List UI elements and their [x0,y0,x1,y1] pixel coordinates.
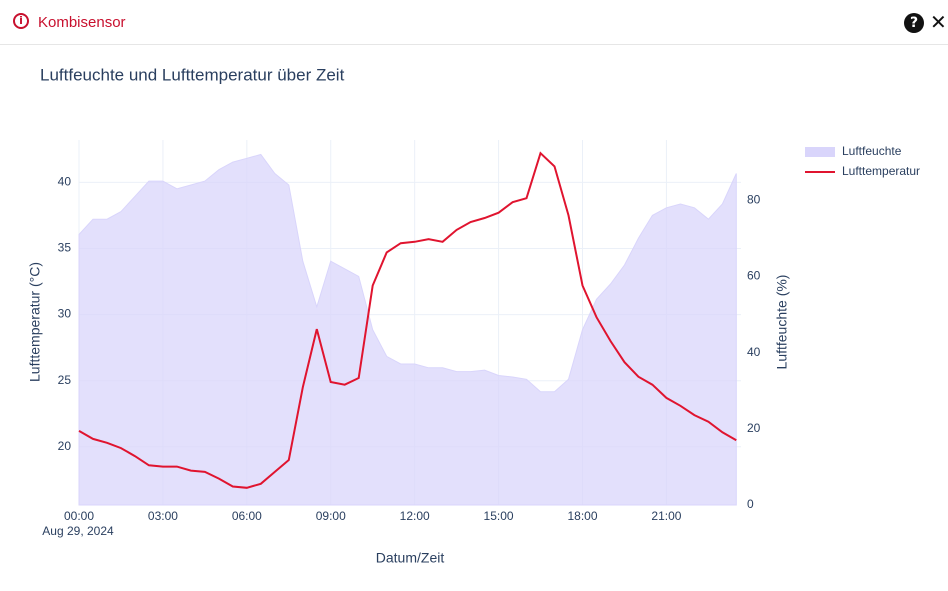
legend-swatch [805,147,835,157]
y-axis-title: Lufttemperatur (°C) [27,262,43,382]
x-tick-label: 21:00 [651,509,681,523]
y-tick-label: 20 [58,439,72,453]
temperature-line [78,151,737,489]
x-tick-label: 06:00 [232,509,262,523]
dialog-header: i Kombisensor ? ✕ [0,0,948,45]
x-date-label: Aug 29, 2024 [42,524,114,538]
chart-title: Luftfeuchte und Lufttemperatur über Zeit [40,65,345,84]
y-tick-label: 30 [58,307,72,321]
x-tick-label: 09:00 [316,509,346,523]
y2-tick-label: 40 [747,345,761,359]
close-button[interactable]: ✕ [930,10,947,34]
humidity-area [78,153,737,506]
info-icon: i [13,13,29,29]
y-tick-label: 40 [58,174,72,188]
y-tick-label: 25 [58,373,72,387]
dialog-title: Kombisensor [38,14,126,31]
legend-label: Lufttemperatur [842,164,920,178]
x-tick-label: 18:00 [567,509,597,523]
legend-label: Luftfeuchte [842,144,902,158]
x-tick-label: 00:00 [64,509,94,523]
y2-tick-label: 60 [747,269,761,283]
x-tick-label: 12:00 [400,509,430,523]
y2-axis-title: Luftfeuchte (%) [774,275,790,370]
help-button[interactable]: ? [904,13,924,33]
y2-tick-label: 80 [747,192,761,206]
chart: Luftfeuchte und Lufttemperatur über Zeit… [27,65,920,566]
y2-tick-label: 0 [747,497,754,511]
x-tick-label: 03:00 [148,509,178,523]
x-tick-label: 15:00 [484,509,514,523]
y2-tick-label: 20 [747,421,761,435]
y-tick-label: 35 [58,241,72,255]
x-axis-title: Datum/Zeit [376,550,445,566]
